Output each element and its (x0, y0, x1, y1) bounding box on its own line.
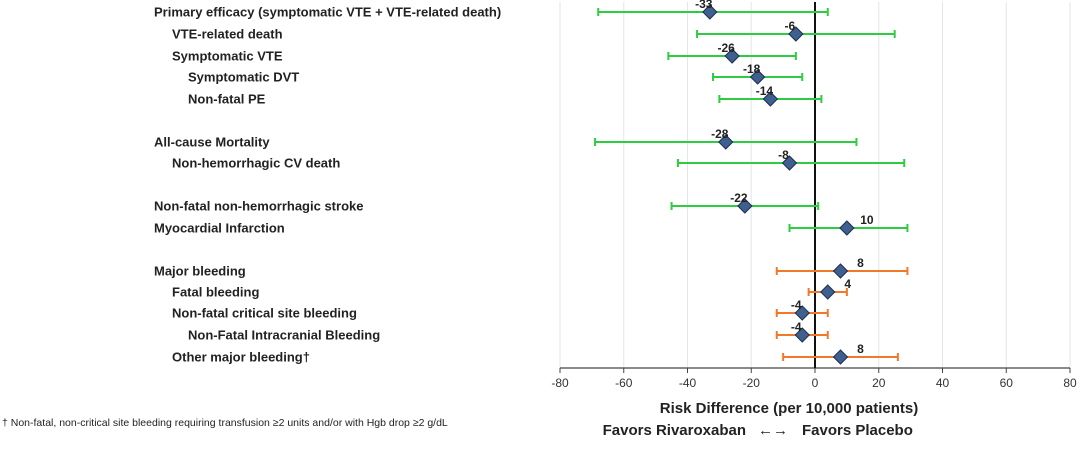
point-estimate-marker (762, 91, 779, 107)
row-label: Fatal bleeding (172, 285, 259, 300)
x-tick-label: 60 (1000, 376, 1014, 390)
value-label: -33 (695, 0, 713, 11)
point-estimate-marker (749, 69, 766, 85)
x-tick-label: 0 (812, 376, 819, 390)
value-label: -6 (785, 19, 796, 33)
value-label: 4 (844, 277, 851, 291)
favors-arrow-icon: ←→ (758, 422, 788, 439)
row-label: Non-fatal critical site bleeding (172, 306, 357, 321)
x-tick-label: 20 (872, 376, 886, 390)
x-axis: -80 -60 -40 -20 0 20 40 60 80 (551, 2, 1077, 390)
value-label: -14 (756, 84, 774, 98)
gridlines (559, 2, 1071, 368)
value-label: -22 (730, 191, 748, 205)
value-label: -8 (778, 148, 789, 162)
x-tick-label: 80 (1063, 376, 1077, 390)
row-label: Non-Fatal Intracranial Bleeding (188, 328, 380, 343)
x-tick-label: -80 (551, 376, 569, 390)
row-label: Symptomatic DVT (188, 70, 299, 85)
x-tick-label: -60 (615, 376, 633, 390)
x-tick-label: -20 (743, 376, 761, 390)
point-estimate-marker (788, 26, 804, 42)
value-label: -4 (791, 320, 802, 334)
point-estimate-marker (794, 327, 810, 343)
confidence-intervals (594, 8, 909, 361)
row-label: Primary efficacy (symptomatic VTE + VTE-… (154, 5, 501, 20)
row-labels: Primary efficacy (symptomatic VTE + VTE-… (154, 5, 501, 365)
value-label: 8 (857, 342, 864, 356)
point-estimate-marker (820, 284, 836, 300)
favors-right-label: Favors Placebo (802, 422, 913, 439)
point-estimate-marker (794, 305, 810, 321)
value-label: 10 (860, 213, 874, 227)
point-estimate-marker (702, 4, 718, 20)
point-estimate-marker (737, 198, 753, 214)
footnote: † Non-fatal, non-critical site bleeding … (2, 417, 448, 429)
favors-left-label: Favors Rivaroxaban (603, 422, 746, 439)
row-label: Myocardial Infarction (154, 221, 285, 236)
value-label: 8 (857, 256, 864, 270)
point-estimate-marker (724, 48, 740, 64)
row-label: All-cause Mortality (154, 135, 270, 150)
x-axis-title: Risk Difference (per 10,000 patients) (660, 400, 918, 417)
value-label: -4 (791, 298, 802, 312)
row-label: VTE-related death (172, 27, 283, 42)
row-label: Other major bleeding† (172, 350, 310, 365)
row-label: Non-fatal non-hemorrhagic stroke (154, 199, 363, 214)
x-tick-label: 40 (936, 376, 950, 390)
point-estimate-marker (832, 349, 849, 365)
row-label: Non-fatal PE (188, 92, 266, 107)
point-estimate-marker (839, 220, 855, 236)
value-label: -26 (717, 41, 735, 55)
x-tick-label: -40 (679, 376, 697, 390)
point-estimates (702, 4, 855, 365)
value-label: -18 (743, 62, 761, 76)
row-label: Major bleeding (154, 264, 246, 279)
point-estimate-marker (781, 155, 798, 171)
point-estimate-marker (832, 263, 849, 279)
row-label: Symptomatic VTE (172, 49, 283, 64)
row-label: Non-hemorrhagic CV death (172, 156, 340, 171)
point-estimate-marker (718, 134, 734, 150)
value-label: -28 (711, 127, 729, 141)
